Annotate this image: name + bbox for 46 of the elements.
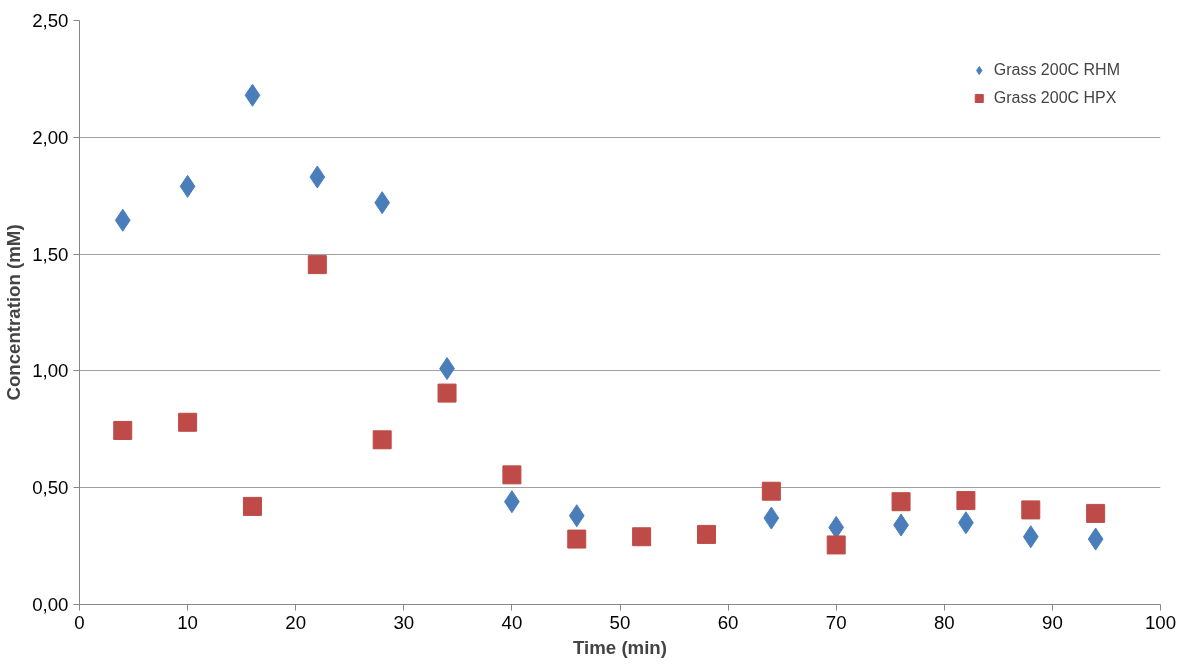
x-tick-label: 50 (609, 611, 631, 633)
x-axis-title: Time (min) (573, 636, 667, 658)
x-tick-label: 0 (74, 611, 85, 633)
point (372, 430, 392, 450)
x-tick-label: 20 (285, 611, 307, 633)
point (956, 491, 976, 511)
x-tick-label: 80 (933, 611, 955, 633)
x-tick-label: 30 (393, 611, 415, 633)
point (244, 83, 261, 107)
point (567, 529, 587, 549)
legend-label: Grass 200C RHM (993, 61, 1120, 79)
point (568, 504, 585, 528)
point (242, 496, 262, 516)
x-tick-label: 60 (717, 611, 739, 633)
point (113, 420, 133, 440)
point (632, 527, 652, 547)
point (891, 492, 911, 512)
point (763, 506, 780, 530)
point (1022, 525, 1039, 549)
y-tick-label: 1,50 (32, 243, 69, 265)
x-tick-label: 100 (1144, 611, 1177, 633)
point (374, 191, 391, 215)
point (179, 174, 196, 198)
point (1087, 527, 1104, 551)
x-tick-label: 70 (825, 611, 847, 633)
point (1086, 503, 1106, 523)
y-axis-title: Concentration (mM) (3, 224, 25, 401)
y-tick-label: 0,00 (32, 594, 69, 615)
point (696, 524, 716, 544)
point (307, 255, 327, 275)
point (761, 481, 781, 501)
y-tick-label: 1,00 (32, 360, 69, 382)
x-tick-label: 90 (1042, 611, 1063, 633)
x-tick-label: 40 (501, 611, 523, 633)
y-tick-label: 0,50 (32, 477, 69, 499)
point (114, 208, 131, 232)
point (437, 383, 457, 403)
y-tick-label: 2,00 (32, 126, 69, 148)
point (309, 165, 326, 189)
point (826, 535, 846, 555)
point (1021, 500, 1041, 520)
legend-label: Grass 200C HPX (993, 89, 1117, 107)
point (502, 465, 522, 485)
y-tick-label: 2,50 (32, 10, 69, 31)
x-tick-label: 10 (177, 611, 198, 633)
point (178, 412, 198, 432)
